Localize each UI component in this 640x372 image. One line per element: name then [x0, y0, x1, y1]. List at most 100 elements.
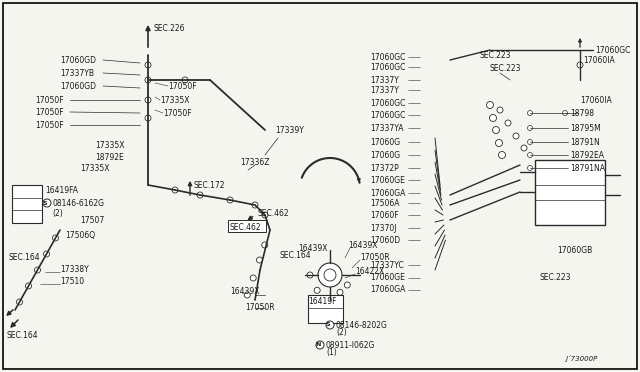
Circle shape: [563, 110, 568, 115]
Text: 17050F: 17050F: [35, 108, 63, 116]
Text: 16439X: 16439X: [298, 244, 328, 253]
Bar: [308, 295, 343, 323]
Circle shape: [497, 107, 503, 113]
Text: 17507: 17507: [80, 215, 104, 224]
Text: 08911-I062G: 08911-I062G: [326, 340, 376, 350]
Circle shape: [499, 151, 506, 158]
Text: 18791NA: 18791NA: [570, 164, 605, 173]
Text: SEC.462: SEC.462: [258, 208, 290, 218]
Text: 17060G: 17060G: [370, 151, 400, 160]
Text: SEC.172: SEC.172: [193, 180, 225, 189]
Text: 16419F: 16419F: [308, 298, 337, 307]
Text: 17050F: 17050F: [35, 121, 63, 129]
Text: 16439X: 16439X: [348, 241, 378, 250]
Text: 17510: 17510: [60, 278, 84, 286]
Circle shape: [252, 202, 258, 208]
Circle shape: [197, 192, 203, 198]
Text: (2): (2): [52, 208, 63, 218]
Text: 17339Y: 17339Y: [275, 125, 304, 135]
Circle shape: [244, 292, 250, 298]
Circle shape: [527, 110, 532, 115]
Circle shape: [52, 235, 58, 241]
Text: 17060GC: 17060GC: [595, 45, 630, 55]
Text: 17050F: 17050F: [163, 109, 191, 118]
Circle shape: [145, 115, 151, 121]
Text: 17370J: 17370J: [370, 224, 397, 232]
Circle shape: [324, 269, 336, 281]
Text: 18791N: 18791N: [570, 138, 600, 147]
Circle shape: [521, 145, 527, 151]
Text: 17337YA: 17337YA: [370, 124, 403, 132]
Text: (2): (2): [336, 328, 347, 337]
Text: SEC.223: SEC.223: [540, 273, 572, 282]
Text: 17060GA: 17060GA: [370, 285, 405, 295]
Text: 17060GE: 17060GE: [370, 176, 405, 185]
Text: 17337YB: 17337YB: [60, 68, 94, 77]
Text: 17060GC: 17060GC: [370, 110, 405, 119]
Circle shape: [486, 102, 493, 109]
Circle shape: [145, 97, 151, 103]
Text: N: N: [316, 343, 321, 347]
Text: 17060G: 17060G: [370, 138, 400, 147]
Text: 17060GC: 17060GC: [370, 62, 405, 71]
Text: SEC.462: SEC.462: [230, 222, 262, 231]
Text: 17337Y: 17337Y: [370, 86, 399, 94]
Circle shape: [337, 289, 343, 295]
Circle shape: [505, 120, 511, 126]
Bar: [535, 160, 605, 225]
Text: 17506Q: 17506Q: [65, 231, 95, 240]
Text: 17060GD: 17060GD: [60, 81, 96, 90]
Circle shape: [26, 283, 31, 289]
Text: J´73000P: J´73000P: [566, 356, 598, 362]
Text: 17060GB: 17060GB: [557, 246, 592, 254]
Text: 17335X: 17335X: [80, 164, 109, 173]
Circle shape: [490, 115, 497, 122]
Circle shape: [17, 299, 22, 305]
Text: 16422X: 16422X: [355, 267, 384, 276]
Circle shape: [257, 257, 262, 263]
Circle shape: [44, 251, 49, 257]
Text: SEC.164: SEC.164: [280, 250, 312, 260]
Text: SEC.223: SEC.223: [480, 51, 511, 60]
Text: 18795M: 18795M: [570, 124, 601, 132]
Circle shape: [513, 133, 519, 139]
Circle shape: [493, 126, 499, 134]
Text: SEC.164: SEC.164: [6, 330, 38, 340]
Circle shape: [495, 140, 502, 147]
Text: SEC.226: SEC.226: [153, 23, 184, 32]
Text: 17060GA: 17060GA: [370, 189, 405, 198]
Text: 16419FA: 16419FA: [45, 186, 78, 195]
Text: 17060D: 17060D: [370, 235, 400, 244]
Text: 17060GE: 17060GE: [370, 273, 405, 282]
Circle shape: [43, 199, 51, 207]
Circle shape: [182, 77, 188, 83]
Circle shape: [527, 140, 532, 144]
Circle shape: [262, 212, 268, 218]
Bar: [12, 185, 42, 223]
Text: S: S: [326, 323, 330, 327]
Text: 16439X: 16439X: [230, 288, 259, 296]
Circle shape: [35, 267, 40, 273]
Text: 08146-6162G: 08146-6162G: [52, 199, 104, 208]
Text: 17050F: 17050F: [35, 96, 63, 105]
Circle shape: [316, 341, 324, 349]
Circle shape: [326, 321, 334, 329]
Circle shape: [527, 166, 532, 170]
Bar: [228, 220, 266, 232]
Text: 17050R: 17050R: [360, 253, 390, 263]
Circle shape: [227, 197, 233, 203]
Text: 17335X: 17335X: [95, 141, 125, 150]
Text: 17060GC: 17060GC: [370, 52, 405, 61]
Text: S: S: [43, 201, 47, 205]
Text: 17060GC: 17060GC: [370, 99, 405, 108]
Text: 18792EA: 18792EA: [570, 151, 604, 160]
Text: 17050R: 17050R: [245, 304, 275, 312]
Text: 18798: 18798: [570, 109, 594, 118]
Text: 17338Y: 17338Y: [60, 266, 89, 275]
Text: SEC.223: SEC.223: [490, 64, 522, 73]
Text: 17372P: 17372P: [370, 164, 399, 173]
Circle shape: [250, 275, 256, 281]
Text: 17060F: 17060F: [370, 211, 399, 219]
Circle shape: [145, 62, 151, 68]
Text: 17337Y: 17337Y: [370, 76, 399, 84]
